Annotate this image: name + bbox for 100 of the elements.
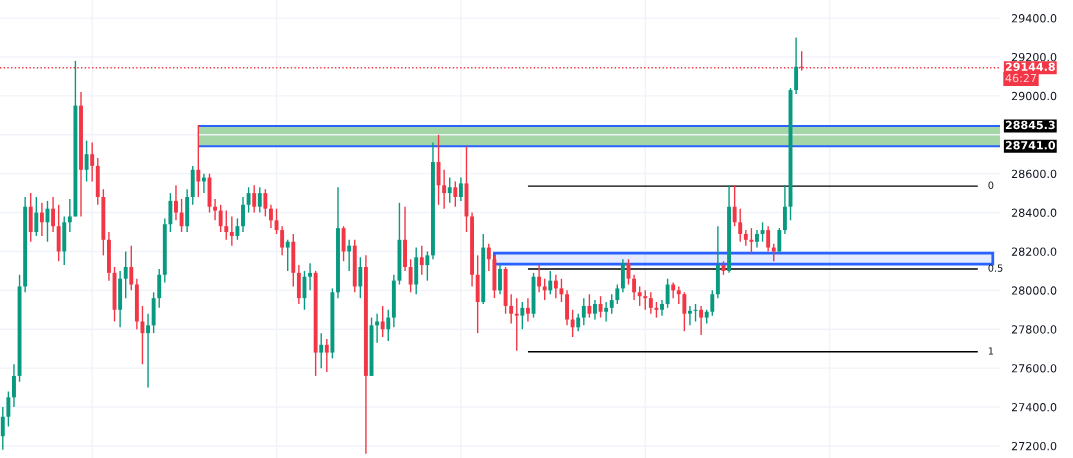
annotation: 0.5: [988, 264, 1003, 272]
candlestick: [280, 225, 285, 257]
candlestick: [604, 301, 609, 323]
ref-line-label: 28741.0: [1005, 141, 1056, 150]
candlestick: [732, 184, 737, 227]
y-tick-label: 27400.0: [1011, 403, 1057, 412]
candlestick: [213, 198, 218, 222]
text: 46:27: [1005, 73, 1037, 83]
candlestick: [129, 244, 134, 292]
candlestick: [782, 184, 787, 235]
candlestick: [34, 196, 39, 237]
candlestick: [559, 277, 564, 303]
annotation: 1: [988, 347, 994, 355]
candlestick: [51, 196, 56, 233]
candlestick: [157, 268, 162, 309]
candlestick: [380, 305, 385, 338]
candlestick: [0, 406, 5, 451]
candlestick: [486, 242, 491, 272]
candlestick: [498, 264, 502, 295]
candlestick: [615, 283, 620, 305]
candlestick: [263, 188, 268, 218]
candlestick: [224, 209, 229, 241]
candlestick: [509, 293, 514, 325]
candlestick: [90, 141, 95, 183]
candlestick: [257, 186, 262, 214]
candlestick: [542, 277, 547, 301]
y-tick-label: 28000.0: [1011, 286, 1057, 295]
candlestick: [710, 289, 715, 317]
candlestick: [168, 192, 173, 233]
candlestick: [84, 139, 89, 183]
candlestick: [268, 204, 273, 229]
candlestick: [235, 217, 240, 241]
ref-line-label: 28845.3: [1005, 120, 1055, 130]
candlestick: [123, 250, 128, 299]
candlestick: [760, 221, 765, 243]
candlestick: [6, 390, 11, 428]
candlestick: [341, 225, 346, 262]
y-tick-label: 29000.0: [1011, 91, 1057, 101]
candlestick: [743, 229, 748, 247]
candlestick: [699, 305, 704, 336]
candlestick: [514, 297, 519, 352]
candlestick: [609, 293, 614, 315]
y-tick-label: 28200.0: [1011, 247, 1057, 256]
candlestick: [12, 363, 16, 408]
candlestick: [285, 239, 290, 272]
candlestick: [319, 332, 324, 369]
candlestick: [358, 256, 363, 299]
candlestick: [386, 309, 391, 342]
candlestick: [408, 258, 413, 293]
candlestick: [425, 250, 430, 282]
y-tick-label: 28400.0: [1011, 208, 1057, 217]
candlestick: [777, 227, 782, 255]
candlestick: [738, 207, 743, 243]
candlestick: [637, 285, 642, 307]
candlestick: [252, 184, 257, 214]
y-tick-label: 27800.0: [1011, 325, 1057, 334]
candlestick: [447, 176, 452, 204]
candlestick: [324, 338, 329, 373]
candlestick: [660, 299, 664, 317]
candlestick: [682, 291, 687, 332]
candlestick: [67, 198, 72, 233]
candlestick: [632, 274, 637, 301]
y-tick-label: 29200.0: [1011, 52, 1057, 62]
candlestick: [548, 270, 553, 295]
candlestick: [39, 202, 44, 237]
candlestick: [766, 225, 771, 253]
candlestick: [581, 297, 586, 327]
candlestick: [436, 134, 441, 206]
candlestick: [593, 299, 597, 321]
candlestick: [241, 196, 245, 233]
candlestick: [570, 309, 575, 338]
candlestick: [229, 215, 234, 247]
candlestick: [648, 291, 653, 315]
candlestick: [643, 289, 648, 311]
candlestick: [687, 305, 692, 327]
candlestick: [598, 295, 603, 319]
candlestick: [749, 227, 754, 255]
y-tick-label: 27600.0: [1011, 364, 1057, 373]
candlestick: [442, 169, 447, 210]
candlestick: [520, 301, 525, 330]
annotation: 0: [988, 181, 994, 189]
candlestick: [419, 244, 424, 276]
candlestick: [665, 277, 670, 309]
ref-line-label: 29144.8: [1005, 62, 1055, 71]
candlestick: [196, 124, 201, 198]
candlestick: [375, 313, 380, 344]
y-tick-label: 29400.0: [1011, 14, 1057, 23]
candlestick: [218, 204, 223, 233]
candlestick: [458, 176, 463, 202]
candlestick: [553, 274, 558, 299]
y-tick-label: 27200.0: [1011, 441, 1057, 451]
candlestick: [453, 180, 458, 208]
candlestick: [308, 262, 313, 292]
candlestick: [587, 293, 592, 319]
candlestick: [146, 313, 150, 389]
candlestick: [179, 198, 184, 233]
candlestick: [525, 297, 530, 323]
y-tick-label: 28600.0: [1011, 169, 1057, 179]
candlestick: [537, 264, 542, 293]
candlestick: [794, 36, 799, 95]
